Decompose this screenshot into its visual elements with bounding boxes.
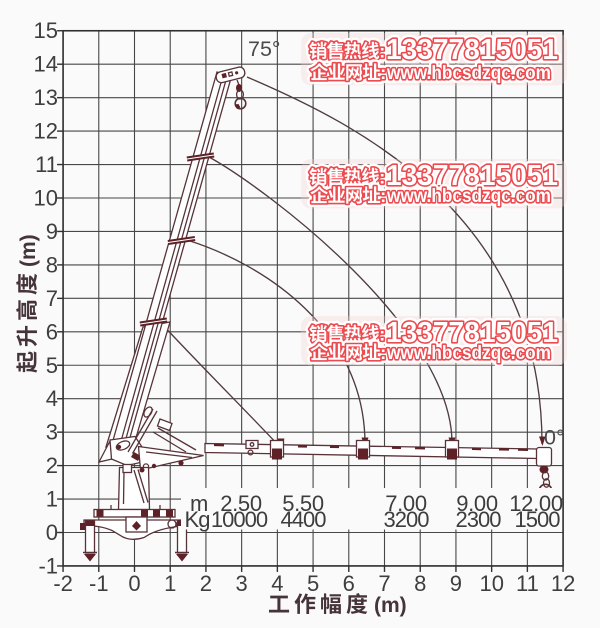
svg-text:11: 11 [35,152,58,177]
svg-text:13377815051: 13377815051 [386,317,558,349]
svg-text:(m): (m) [374,594,407,617]
svg-text:7: 7 [46,286,58,311]
svg-text:Kg: Kg [185,507,210,532]
svg-text:2.50: 2.50 [220,491,262,516]
svg-text:www.hbcsdzqc.com: www.hbcsdzqc.com [386,62,551,84]
svg-text:3200: 3200 [384,507,430,532]
svg-text:www.hbcsdzqc.com: www.hbcsdzqc.com [386,185,551,207]
svg-text:2: 2 [200,571,212,596]
svg-text:12.00: 12.00 [509,491,563,516]
svg-text:www.hbcsdzqc.com: www.hbcsdzqc.com [386,342,551,364]
svg-text:6: 6 [343,571,355,596]
svg-text:4: 4 [271,571,283,596]
svg-text::: : [380,342,386,363]
svg-text::: : [379,41,385,62]
svg-text:13377815051: 13377815051 [386,160,558,192]
svg-text:0°: 0° [544,426,565,450]
svg-text:3: 3 [235,571,247,596]
svg-text::: : [379,324,385,345]
svg-text:13: 13 [34,85,58,110]
svg-text:5: 5 [46,353,58,378]
svg-text:7.00: 7.00 [385,491,427,516]
svg-text:5.50: 5.50 [282,491,324,516]
svg-text:-1: -1 [38,554,58,579]
svg-text:www.hbcsdzqc.com: www.hbcsdzqc.com [386,342,551,364]
svg-text:1: 1 [46,487,58,512]
svg-text:5: 5 [307,571,319,596]
svg-text:75°: 75° [248,37,281,61]
svg-text:15: 15 [34,18,58,43]
svg-text:-1: -1 [89,571,109,596]
svg-text:13377815051: 13377815051 [386,34,558,66]
svg-text::: : [380,185,386,206]
svg-text:7: 7 [378,571,390,596]
svg-text:2: 2 [46,453,58,478]
svg-text:1: 1 [164,571,176,596]
svg-text:14: 14 [34,52,58,77]
svg-text:4400: 4400 [281,507,327,532]
svg-text:13377815051: 13377815051 [386,317,558,349]
svg-text::: : [379,167,385,188]
svg-text:13377815051: 13377815051 [386,34,558,66]
svg-text:9.00: 9.00 [456,491,498,516]
svg-text::: : [380,62,386,83]
svg-text:m: m [190,491,208,516]
svg-text:9: 9 [450,571,462,596]
svg-text:0: 0 [128,571,140,596]
svg-text:12: 12 [551,571,575,596]
svg-text:6: 6 [46,319,58,344]
svg-text:-2: -2 [53,571,73,596]
svg-text:12: 12 [34,119,58,144]
svg-text:1500: 1500 [515,507,561,532]
svg-text:2300: 2300 [456,507,502,532]
svg-text:(m): (m) [17,234,40,267]
svg-text:9: 9 [46,219,58,244]
svg-text:10: 10 [34,186,58,211]
svg-text:0: 0 [46,520,58,545]
svg-text:4: 4 [46,386,58,411]
svg-text:8: 8 [414,571,426,596]
svg-text:www.hbcsdzqc.com: www.hbcsdzqc.com [386,62,551,84]
svg-text:8: 8 [46,252,58,277]
svg-text:3: 3 [46,420,58,445]
svg-text:13377815051: 13377815051 [386,160,558,192]
svg-text:10: 10 [479,571,503,596]
svg-text:11: 11 [516,571,539,596]
svg-text:10000: 10000 [211,507,268,532]
svg-text:www.hbcsdzqc.com: www.hbcsdzqc.com [386,185,551,207]
